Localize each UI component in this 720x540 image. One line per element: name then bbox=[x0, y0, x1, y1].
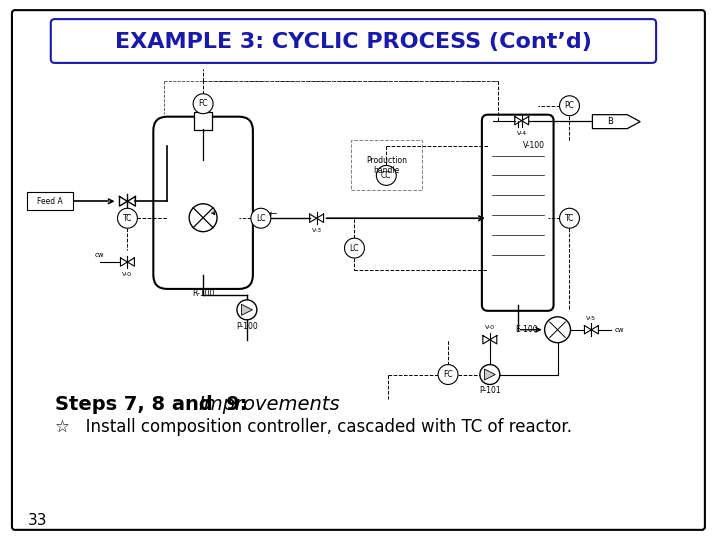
Circle shape bbox=[544, 317, 570, 343]
Circle shape bbox=[438, 364, 458, 384]
Text: Improvements: Improvements bbox=[198, 395, 340, 414]
Text: FC: FC bbox=[198, 99, 208, 108]
FancyBboxPatch shape bbox=[482, 114, 554, 311]
Text: Feed A: Feed A bbox=[37, 197, 63, 206]
Circle shape bbox=[117, 208, 138, 228]
Text: V-100: V-100 bbox=[523, 141, 545, 150]
Text: P-101: P-101 bbox=[479, 387, 500, 395]
FancyBboxPatch shape bbox=[27, 192, 73, 210]
Text: cw: cw bbox=[614, 327, 624, 333]
Circle shape bbox=[251, 208, 271, 228]
Polygon shape bbox=[485, 369, 495, 380]
Circle shape bbox=[480, 364, 500, 384]
Text: E 100: E 100 bbox=[516, 325, 538, 334]
Circle shape bbox=[193, 94, 213, 114]
Text: V-0: V-0 bbox=[485, 325, 495, 330]
Circle shape bbox=[377, 165, 396, 185]
Text: LC: LC bbox=[350, 244, 359, 253]
Text: V-4: V-4 bbox=[517, 131, 527, 136]
Text: Steps 7, 8 and  9:: Steps 7, 8 and 9: bbox=[55, 395, 254, 414]
Text: CC: CC bbox=[381, 171, 392, 180]
Text: P-100: P-100 bbox=[236, 322, 258, 331]
Polygon shape bbox=[593, 114, 640, 129]
FancyBboxPatch shape bbox=[12, 10, 705, 530]
Text: V-1: V-1 bbox=[122, 212, 132, 217]
Text: ☆   Install composition controller, cascaded with TC of reactor.: ☆ Install composition controller, cascad… bbox=[55, 418, 572, 436]
Text: LC: LC bbox=[256, 214, 266, 222]
Text: 33: 33 bbox=[28, 514, 48, 529]
Text: FC: FC bbox=[444, 370, 453, 379]
FancyBboxPatch shape bbox=[194, 112, 212, 130]
Text: Production
handle: Production handle bbox=[366, 156, 407, 175]
Text: V-3: V-3 bbox=[312, 228, 322, 233]
Text: cw: cw bbox=[95, 252, 104, 258]
Text: TC: TC bbox=[564, 214, 574, 222]
Circle shape bbox=[237, 300, 257, 320]
Text: V-5: V-5 bbox=[586, 316, 596, 321]
Circle shape bbox=[559, 208, 580, 228]
Text: EXAMPLE 3: CYCLIC PROCESS (Cont’d): EXAMPLE 3: CYCLIC PROCESS (Cont’d) bbox=[115, 32, 592, 52]
Circle shape bbox=[559, 96, 580, 116]
Polygon shape bbox=[241, 305, 253, 315]
Text: V-0: V-0 bbox=[122, 272, 132, 277]
Text: TC: TC bbox=[122, 214, 132, 222]
FancyBboxPatch shape bbox=[153, 117, 253, 289]
Text: R-100: R-100 bbox=[192, 289, 215, 298]
Text: PC: PC bbox=[564, 101, 575, 110]
Text: ←: ← bbox=[269, 209, 277, 219]
FancyBboxPatch shape bbox=[51, 19, 656, 63]
Text: B: B bbox=[608, 117, 613, 126]
Circle shape bbox=[344, 238, 364, 258]
